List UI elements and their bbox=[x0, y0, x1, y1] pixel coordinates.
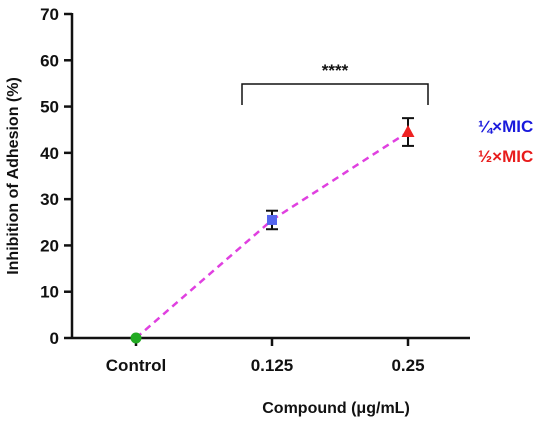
data-point bbox=[130, 332, 142, 344]
legend-entry: ½×MIC bbox=[478, 147, 533, 166]
axes: 0 10 20 30 40 50 60 70 Control 0.125 0.25 bbox=[40, 5, 470, 375]
y-tick-label: 40 bbox=[40, 144, 59, 163]
data-point bbox=[401, 125, 415, 138]
x-tick-label: Control bbox=[106, 356, 166, 375]
x-tick-label: 0.25 bbox=[391, 356, 424, 375]
x-tick-label: 0.125 bbox=[251, 356, 294, 375]
legend-entry: ¼×MIC bbox=[478, 117, 533, 136]
legend: ¼×MIC ½×MIC bbox=[478, 117, 533, 166]
y-tick-label: 50 bbox=[40, 98, 59, 117]
y-tick-label: 10 bbox=[40, 283, 59, 302]
y-tick-label: 30 bbox=[40, 190, 59, 209]
significance-label: **** bbox=[322, 61, 349, 80]
y-tick-label: 70 bbox=[40, 5, 59, 24]
y-tick-label: 60 bbox=[40, 51, 59, 70]
y-tick-label: 20 bbox=[40, 236, 59, 255]
y-tick-label: 0 bbox=[50, 329, 59, 348]
significance-bracket: **** bbox=[241, 61, 429, 105]
data-point bbox=[267, 214, 277, 225]
series-line bbox=[135, 130, 409, 339]
bracket-line bbox=[241, 83, 429, 105]
y-axis-title: Inhibition of Adhesion (%) bbox=[5, 77, 22, 275]
x-axis-title: Compound (μg/mL) bbox=[262, 400, 410, 417]
plot-area bbox=[130, 117, 415, 344]
